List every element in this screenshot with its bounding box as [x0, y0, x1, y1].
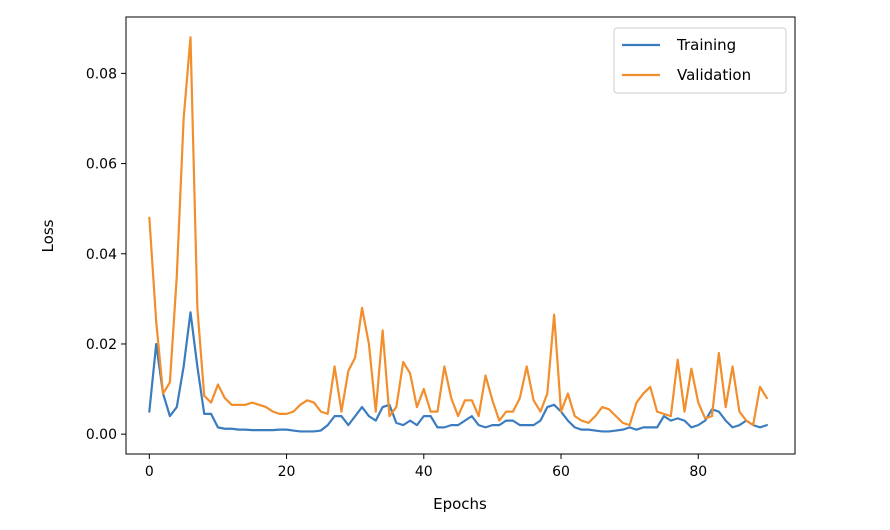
y-tick-label: 0.02 [86, 337, 117, 353]
plot-frame [125, 16, 796, 455]
x-axis-label: Epochs [433, 495, 487, 513]
legend: Training Validation [613, 27, 787, 94]
x-tick-label: 0 [145, 464, 154, 480]
x-axis: 0 20 40 60 80 [145, 454, 707, 480]
series-line-training [148, 311, 768, 433]
series-line-validation [148, 36, 768, 427]
x-tick-label: 40 [415, 464, 433, 480]
x-tick-label: 20 [278, 464, 296, 480]
legend-label-training: Training [676, 36, 736, 54]
x-tick-label: 60 [552, 464, 570, 480]
y-tick-label: 0.04 [86, 247, 117, 263]
legend-label-validation: Validation [677, 66, 751, 84]
y-tick-label: 0.08 [86, 66, 117, 82]
x-tick-label: 80 [689, 464, 707, 480]
series-layer [148, 36, 768, 433]
y-tick-label: 0.00 [86, 427, 117, 443]
y-axis-label: Loss [39, 219, 57, 252]
y-axis: 0.00 0.02 0.04 0.06 0.08 [86, 66, 126, 443]
y-tick-label: 0.06 [86, 157, 117, 173]
